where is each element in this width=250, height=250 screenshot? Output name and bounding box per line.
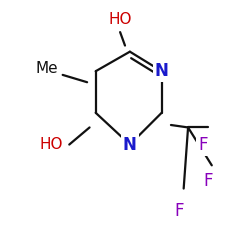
Text: N: N xyxy=(155,62,168,80)
Text: N: N xyxy=(123,136,137,154)
Text: HO: HO xyxy=(108,12,132,28)
Text: Me: Me xyxy=(36,61,58,76)
Text: HO: HO xyxy=(40,137,64,152)
Text: F: F xyxy=(174,202,184,220)
Text: F: F xyxy=(203,172,213,190)
Text: F: F xyxy=(198,136,208,154)
